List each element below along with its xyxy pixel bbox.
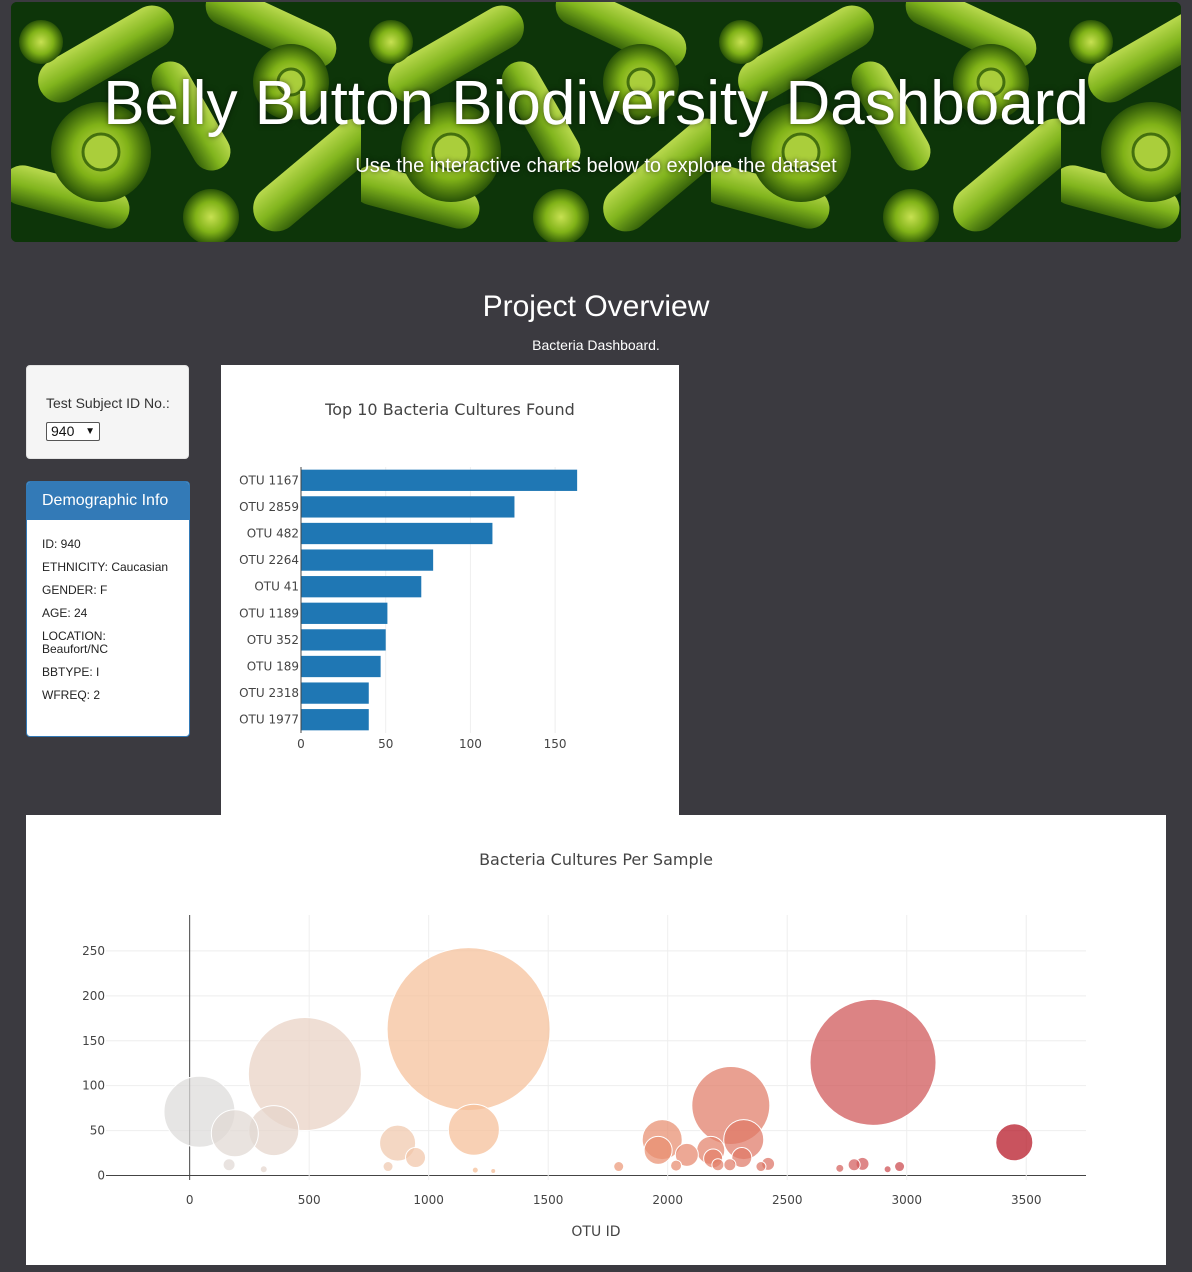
y-tick-label: OTU 1977 xyxy=(239,713,299,727)
demographic-row-ethnicity: ETHNICITY: Caucasian xyxy=(42,560,169,574)
subject-id-select[interactable]: 940 ▼ xyxy=(46,422,100,441)
bubble xyxy=(809,998,937,1126)
bar xyxy=(301,629,386,651)
bubble xyxy=(670,1159,683,1172)
demographic-info-header: Demographic Info xyxy=(27,482,189,520)
bubble xyxy=(382,1161,394,1173)
bubble xyxy=(711,1158,725,1172)
bar xyxy=(301,655,381,678)
page-title: Belly Button Biodiversity Dashboard xyxy=(103,69,1089,138)
x-tick-label: 50 xyxy=(378,737,393,751)
bubble xyxy=(731,1147,753,1169)
y-tick-label: 200 xyxy=(82,989,105,1003)
subject-selector-label: Test Subject ID No.: xyxy=(46,395,170,411)
bacteria-background-image xyxy=(11,2,1181,242)
bubble xyxy=(259,1165,268,1174)
section-title: Project Overview xyxy=(482,290,710,323)
bar xyxy=(301,682,369,704)
bubble xyxy=(386,947,551,1112)
x-tick-label: 500 xyxy=(298,1193,321,1207)
y-tick-label: OTU 2318 xyxy=(239,686,299,700)
y-tick-label: OTU 41 xyxy=(254,580,299,594)
demographic-row-bbtype: BBTYPE: I xyxy=(42,665,100,679)
bar xyxy=(301,549,434,571)
demographic-row-id: ID: 940 xyxy=(42,537,81,551)
bubble xyxy=(210,1109,259,1158)
y-tick-label: OTU 352 xyxy=(247,633,299,647)
bubble xyxy=(247,1017,362,1131)
bubble xyxy=(471,1166,479,1174)
bubble xyxy=(894,1161,906,1173)
bubble-chart-card: Bacteria Cultures Per Sample 0 50 100 150 200… xyxy=(26,815,1166,1265)
bubble xyxy=(723,1158,737,1172)
bar xyxy=(301,709,369,731)
bar xyxy=(301,576,422,598)
y-tick-label: 150 xyxy=(82,1034,105,1048)
bubble xyxy=(835,1163,845,1173)
y-tick-label: OTU 1189 xyxy=(239,606,299,620)
chevron-down-icon: ▼ xyxy=(85,426,95,437)
bubble xyxy=(755,1161,767,1173)
x-tick-label: 0 xyxy=(297,737,305,751)
chart-title: Top 10 Bacteria Cultures Found xyxy=(324,400,575,419)
bubble xyxy=(674,1142,699,1167)
x-tick-label: 100 xyxy=(459,737,482,751)
bubble xyxy=(995,1123,1034,1162)
x-tick-label: 3000 xyxy=(891,1193,922,1207)
demographic-row-gender: GENDER: F xyxy=(42,583,108,597)
demographic-row-wfreq: WFREQ: 2 xyxy=(42,688,101,702)
chart-title: Bacteria Cultures Per Sample xyxy=(479,850,713,869)
bar-chart: Top 10 Bacteria Cultures Found 0 50 100 150 O… xyxy=(239,400,578,751)
y-tick-label: OTU 2859 xyxy=(239,500,299,514)
bubble xyxy=(847,1158,861,1172)
section-subtitle: Bacteria Dashboard. xyxy=(532,337,660,353)
x-tick-label: 150 xyxy=(544,737,567,751)
x-tick-label: 2000 xyxy=(652,1193,683,1207)
bar xyxy=(301,602,388,624)
bubble-chart: Bacteria Cultures Per Sample 0 50 100 150 200… xyxy=(82,850,1086,1240)
subject-id-value: 940 xyxy=(51,423,75,439)
y-tick-label: OTU 1167 xyxy=(239,473,299,487)
bubble xyxy=(490,1168,497,1175)
x-tick-label: 2500 xyxy=(772,1193,803,1207)
bubble xyxy=(447,1103,500,1156)
bar xyxy=(301,496,515,518)
demographic-row-age: AGE: 24 xyxy=(42,606,88,620)
y-tick-label: OTU 2264 xyxy=(239,553,299,567)
y-tick-label: OTU 482 xyxy=(247,527,299,541)
page-subtitle: Use the interactive charts below to expl… xyxy=(355,155,837,177)
demographic-row-location: LOCATION: Beaufort/NC xyxy=(42,629,109,656)
x-tick-label: 0 xyxy=(186,1193,194,1207)
bubble xyxy=(883,1165,892,1174)
subject-selector-panel: Test Subject ID No.: 940 ▼ xyxy=(26,365,189,459)
x-tick-label: 1000 xyxy=(413,1193,444,1207)
demographic-info-panel: Demographic Info ID: 940 ETHNICITY: Cauc… xyxy=(26,481,190,737)
demographic-info-body: ID: 940 ETHNICITY: Caucasian GENDER: F A… xyxy=(27,520,189,702)
bar xyxy=(301,522,493,545)
x-tick-label: 3500 xyxy=(1011,1193,1042,1207)
bar xyxy=(301,469,578,491)
bubble xyxy=(613,1161,625,1173)
bubble xyxy=(643,1135,673,1165)
bubble xyxy=(405,1147,427,1169)
bubble xyxy=(222,1158,236,1172)
x-tick-label: 1500 xyxy=(533,1193,564,1207)
y-tick-label: 100 xyxy=(82,1079,105,1093)
y-tick-label: OTU 189 xyxy=(247,660,299,674)
bar-chart-card: Top 10 Bacteria Cultures Found 0 50 100 150 O… xyxy=(221,365,679,815)
y-tick-label: 0 xyxy=(97,1169,105,1183)
y-tick-label: 250 xyxy=(82,944,105,958)
x-axis-title: OTU ID xyxy=(571,1224,620,1240)
y-tick-label: 50 xyxy=(90,1124,105,1138)
header-banner: Belly Button Biodiversity Dashboard Use … xyxy=(11,2,1181,242)
